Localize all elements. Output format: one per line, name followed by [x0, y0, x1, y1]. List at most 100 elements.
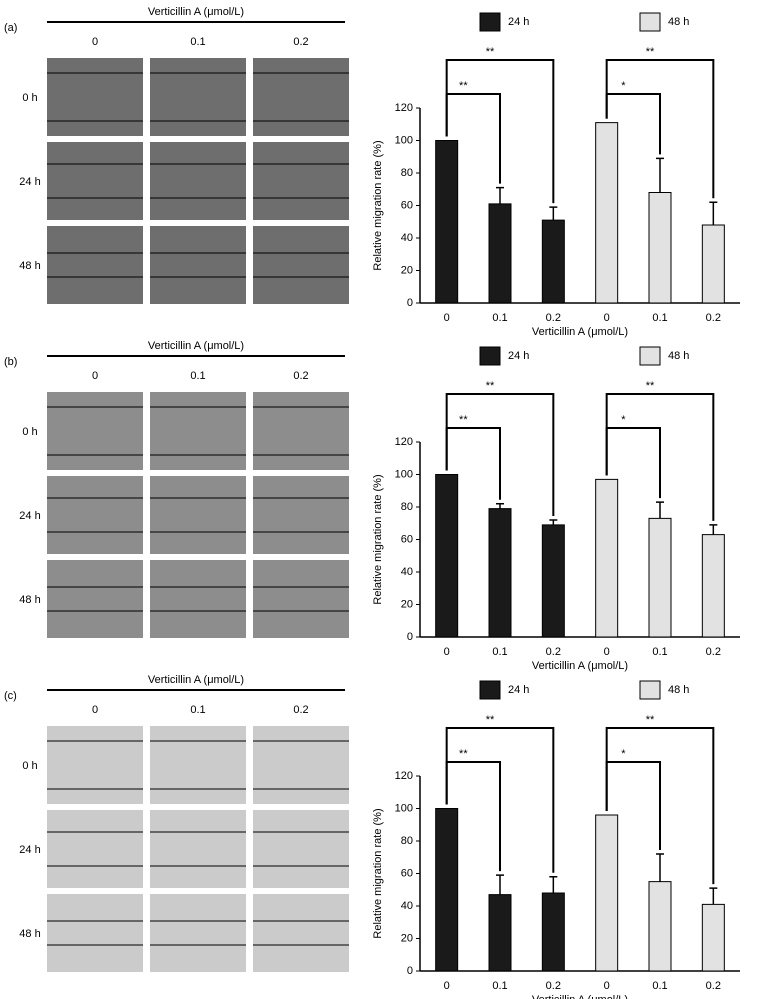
micrograph: [253, 560, 349, 638]
y-tick-label: 0: [407, 965, 413, 977]
image-title: Verticillin A (μmol/L): [148, 6, 244, 18]
legend-label: 48 h: [668, 16, 689, 28]
y-tick-label: 40: [401, 900, 413, 912]
legend-swatch: [479, 346, 501, 366]
image-row-label: 24 h: [19, 510, 40, 522]
y-tick-label: 20: [401, 598, 413, 610]
micrograph: [150, 726, 246, 804]
legend-swatch: [639, 680, 661, 700]
significance-label: **: [646, 714, 655, 726]
image-row-label: 48 h: [19, 594, 40, 606]
y-tick-label: 20: [401, 932, 413, 944]
significance-bracket: [445, 393, 555, 516]
x-tick-label: 0: [604, 312, 610, 324]
y-tick-label: 40: [401, 566, 413, 578]
legend-label: 24 h: [508, 684, 529, 696]
significance-label: *: [621, 414, 626, 426]
bar: [595, 478, 619, 638]
legend-label: 24 h: [508, 350, 529, 362]
bar: [435, 140, 459, 304]
x-tick-label: 0.2: [546, 646, 561, 658]
legend-swatch: [639, 346, 661, 366]
x-tick-label: 0.2: [546, 980, 561, 992]
bar: [541, 219, 565, 304]
y-tick-label: 80: [401, 501, 413, 513]
image-title: Verticillin A (μmol/L): [148, 340, 244, 352]
panel-label: (a): [4, 22, 17, 34]
micrograph: [253, 58, 349, 136]
bar: [541, 524, 565, 638]
micrograph: [150, 142, 246, 220]
bar: [648, 517, 672, 638]
x-tick-label: 0.1: [652, 646, 667, 658]
micrograph: [47, 894, 143, 972]
micrograph: [150, 392, 246, 470]
image-row-label: 0 h: [22, 92, 37, 104]
micrograph: [150, 226, 246, 304]
y-tick-label: 0: [407, 631, 413, 643]
micrograph: [47, 58, 143, 136]
micrograph: [253, 726, 349, 804]
y-axis-label: Relative migration rate (%): [372, 474, 384, 604]
bar: [648, 192, 672, 304]
significance-label: *: [621, 80, 626, 92]
significance-label: **: [459, 748, 468, 760]
micrograph: [253, 392, 349, 470]
x-tick-label: 0: [444, 312, 450, 324]
image-column-label: 0.1: [190, 370, 205, 382]
y-tick-label: 100: [395, 468, 413, 480]
image-row-label: 24 h: [19, 176, 40, 188]
y-tick-label: 80: [401, 167, 413, 179]
x-tick-label: 0: [444, 980, 450, 992]
micrograph: [47, 226, 143, 304]
y-tick-label: 60: [401, 199, 413, 211]
micrograph: [150, 476, 246, 554]
significance-label: **: [646, 380, 655, 392]
micrograph: [253, 476, 349, 554]
bar: [595, 122, 619, 304]
legend-label: 48 h: [668, 350, 689, 362]
image-column-label: 0: [92, 704, 98, 716]
y-tick-label: 120: [395, 770, 413, 782]
image-row-label: 48 h: [19, 928, 40, 940]
y-tick-label: 100: [395, 802, 413, 814]
image-title: Verticillin A (μmol/L): [148, 674, 244, 686]
x-axis-label: Verticillin A (μmol/L): [532, 994, 628, 999]
micrograph: [47, 726, 143, 804]
x-tick-label: 0: [604, 980, 610, 992]
y-axis-label: Relative migration rate (%): [372, 808, 384, 938]
bar: [595, 814, 619, 972]
micrograph: [47, 476, 143, 554]
image-column-label: 0.1: [190, 36, 205, 48]
image-column-label: 0.2: [293, 370, 308, 382]
significance-bracket: [605, 727, 715, 885]
micrograph: [47, 810, 143, 888]
bar: [488, 508, 512, 638]
x-tick-label: 0.1: [652, 980, 667, 992]
bar: [701, 534, 725, 638]
legend-swatch: [479, 12, 501, 32]
y-tick-label: 120: [395, 102, 413, 114]
y-tick-label: 20: [401, 264, 413, 276]
image-row-label: 48 h: [19, 260, 40, 272]
bar: [435, 808, 459, 972]
micrograph: [253, 894, 349, 972]
bar: [488, 894, 512, 972]
y-axis-label: Relative migration rate (%): [372, 140, 384, 270]
y-tick-label: 40: [401, 232, 413, 244]
significance-bracket: [605, 393, 715, 521]
image-column-label: 0: [92, 370, 98, 382]
bar: [541, 892, 565, 972]
x-axis-label: Verticillin A (μmol/L): [532, 326, 628, 338]
legend-swatch: [639, 12, 661, 32]
image-column-label: 0.2: [293, 704, 308, 716]
significance-label: *: [621, 748, 626, 760]
micrograph: [47, 560, 143, 638]
significance-bracket: [445, 727, 555, 873]
y-tick-label: 60: [401, 867, 413, 879]
x-tick-label: 0.2: [706, 646, 721, 658]
significance-bracket: [445, 59, 555, 204]
significance-label: **: [486, 380, 495, 392]
image-row-label: 0 h: [22, 760, 37, 772]
